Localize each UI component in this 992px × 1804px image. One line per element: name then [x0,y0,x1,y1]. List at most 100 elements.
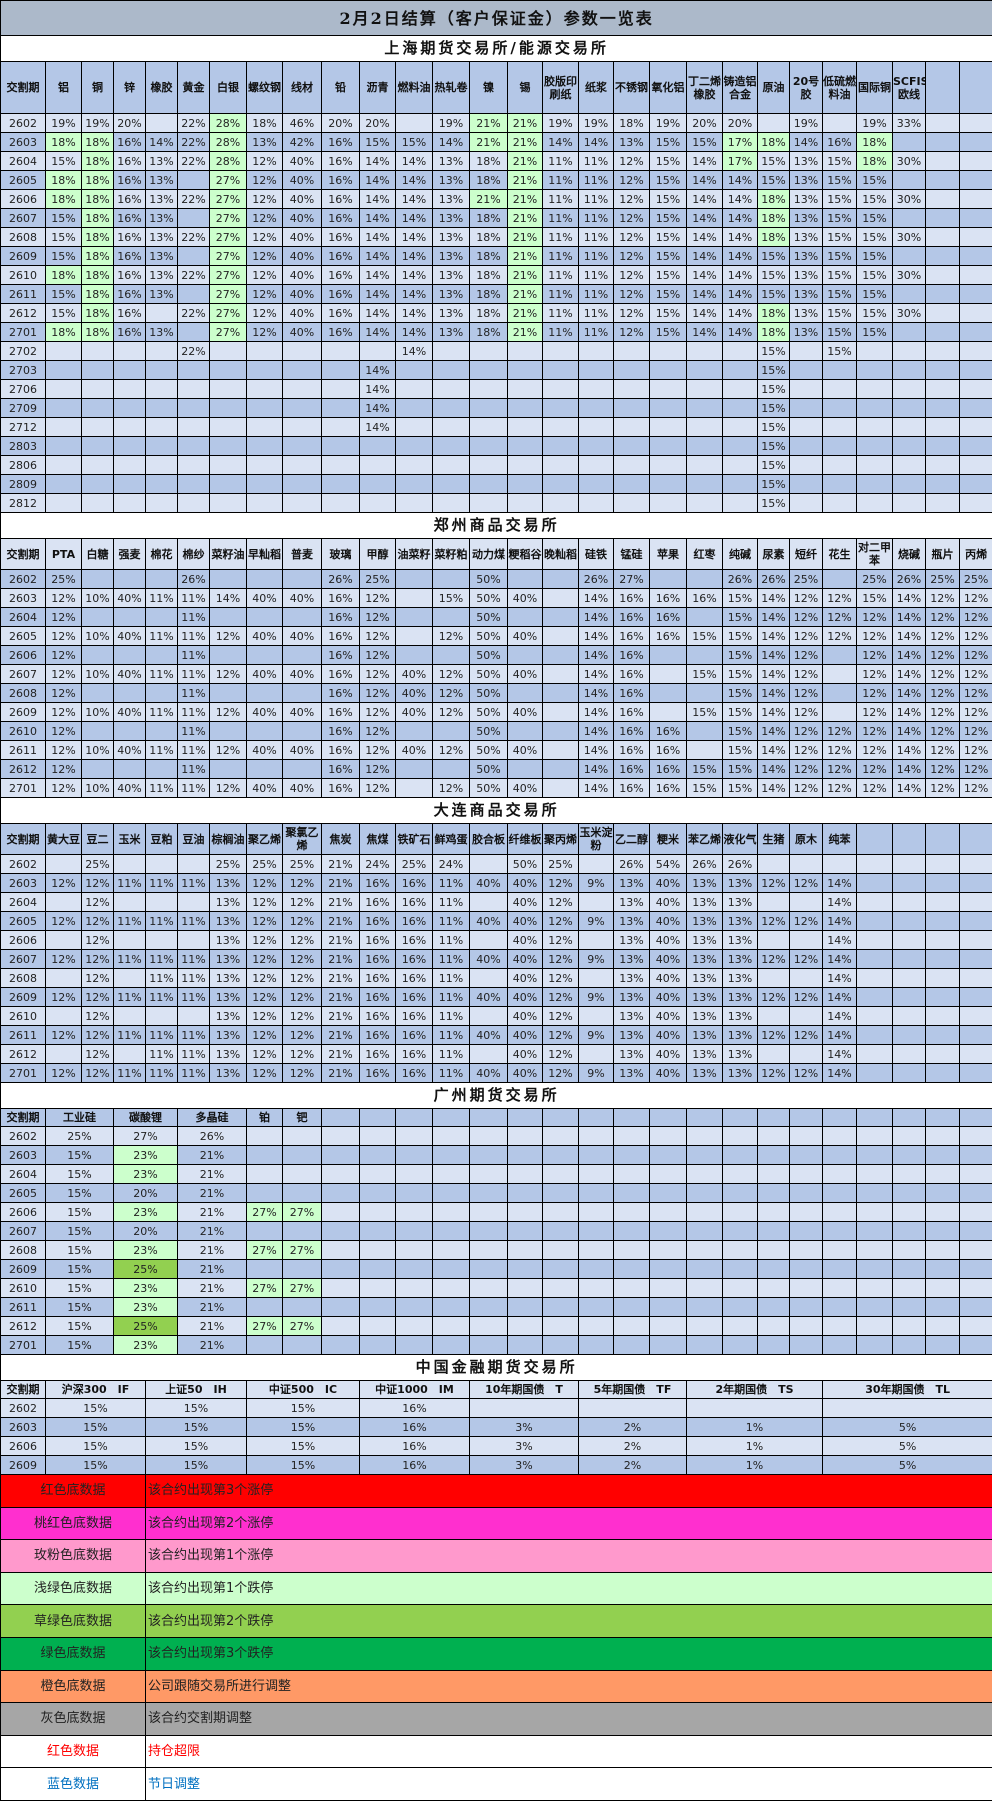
column-header: 锌 [113,61,146,114]
margin-cell: 13% [145,284,178,304]
margin-cell: 26% [321,569,360,589]
margin-cell: 18% [469,246,508,266]
margin-cell [856,417,893,437]
margin-cell: 13% [722,911,758,931]
empty-cell [958,1183,992,1203]
margin-cell: 21% [507,189,543,209]
column-header-period: 交割期 [0,1108,46,1127]
margin-cell: 18% [469,303,508,323]
margin-cell: 27% [209,227,247,247]
margin-cell: 15% [757,341,790,361]
margin-cell: 14% [757,645,790,665]
margin-cell [892,284,926,304]
margin-cell: 12% [359,683,396,703]
margin-cell: 15% [45,1436,146,1456]
margin-cell: 15% [822,227,857,247]
period-cell: 2609 [0,246,46,266]
margin-cell: 9% [578,1025,614,1045]
margin-cell: 11% [145,1044,178,1064]
margin-cell: 21% [507,303,543,323]
column-header: 纸浆 [578,61,614,114]
margin-cell: 18% [469,322,508,342]
margin-cell [282,1126,322,1146]
margin-cell [856,493,893,513]
period-cell: 2603 [0,873,46,893]
margin-cell [578,360,614,380]
margin-cell: 13% [686,1044,723,1064]
margin-cell: 14% [395,170,433,190]
margin-cell [81,721,114,741]
margin-cell: 13% [613,911,650,931]
margin-cell: 11% [578,284,614,304]
margin-cell: 2% [578,1455,687,1475]
margin-cell: 11% [432,873,470,893]
margin-cell: 12% [958,759,992,779]
margin-cell: 40% [649,968,687,988]
margin-cell: 16% [649,778,687,798]
empty-cell [359,1278,396,1298]
margin-cell: 16% [113,246,146,266]
column-header: 氧化铝 [649,61,687,114]
margin-cell: 25% [45,569,82,589]
column-header-period: 交割期 [0,538,46,570]
empty-cell [856,1297,893,1317]
margin-cell: 22% [177,113,210,133]
column-header: 黄金 [177,61,210,114]
margin-cell [578,474,614,494]
margin-cell [686,1398,823,1418]
margin-cell: 14% [145,132,178,152]
column-header-empty [321,1108,360,1127]
margin-cell: 27% [113,1126,178,1146]
margin-cell [469,474,508,494]
margin-cell: 12% [613,265,650,285]
margin-cell: 18% [81,170,114,190]
period-cell: 2611 [0,1025,46,1045]
empty-cell [649,1126,687,1146]
column-header: 螺纹钢 [246,61,283,114]
margin-cell [469,493,508,513]
empty-cell [321,1183,360,1203]
margin-cell: 13% [722,968,758,988]
margin-cell: 15% [856,246,893,266]
margin-cell: 21% [321,911,360,931]
column-header-empty [958,1108,992,1127]
column-header: 液化气 [722,823,758,855]
margin-cell: 16% [649,721,687,741]
margin-cell: 16% [395,930,433,950]
margin-cell: 15% [856,208,893,228]
margin-cell: 12% [282,949,322,969]
margin-cell: 15% [686,664,723,684]
margin-cell [359,474,396,494]
margin-cell: 15% [757,246,790,266]
margin-cell [925,170,960,190]
margin-cell [958,911,992,931]
margin-cell [542,379,579,399]
margin-cell: 12% [246,987,283,1007]
margin-cell: 14% [757,607,790,627]
margin-cell: 27% [246,1240,283,1260]
margin-cell [469,455,508,475]
empty-cell [856,1126,893,1146]
empty-cell [395,1202,433,1222]
margin-cell [578,1398,687,1418]
column-header: 镍 [469,61,508,114]
margin-cell: 11% [542,246,579,266]
margin-cell: 12% [958,607,992,627]
margin-cell [958,322,992,342]
column-header-empty [469,1108,508,1127]
empty-cell [613,1126,650,1146]
legend-row: 玫粉色底数据 该合约出现第1个涨停 [0,1539,992,1573]
margin-cell: 15% [649,189,687,209]
margin-cell: 16% [359,1044,396,1064]
column-header: 铸造铝合金 [722,61,758,114]
empty-cell [649,1335,687,1355]
margin-cell: 15% [757,417,790,437]
margin-cell: 11% [177,721,210,741]
margin-cell [432,341,470,361]
margin-cell: 15% [722,683,758,703]
margin-cell [613,455,650,475]
margin-cell [469,398,508,418]
column-header: 中证500 IC [246,1380,360,1399]
margin-cell [542,360,579,380]
margin-cell: 14% [722,303,758,323]
